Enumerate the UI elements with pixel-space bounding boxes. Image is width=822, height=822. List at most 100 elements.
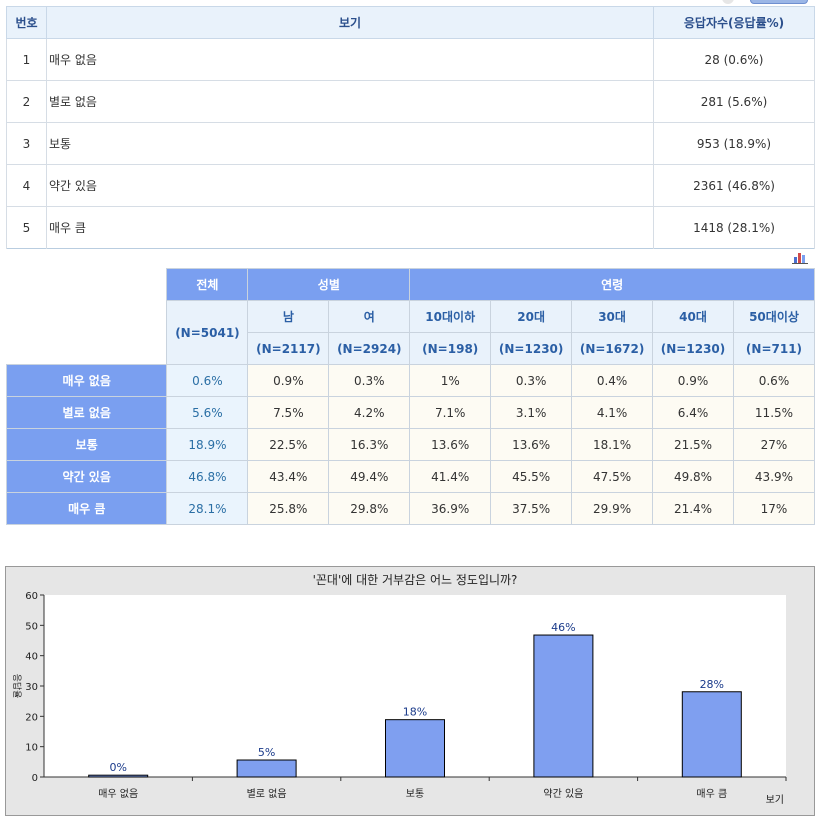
crosstab-cell: 45.5% [490, 460, 573, 493]
crosstab-cell: 25.8% [247, 492, 330, 525]
crosstab-row-label: 별로 없음 [5, 396, 168, 429]
crosstab-cell: 6.4% [652, 396, 734, 429]
crosstab-total-cell: 46.8% [166, 460, 249, 493]
bar-data-label: 18% [403, 706, 427, 719]
crosstab-cell: 41.4% [409, 460, 492, 493]
crosstab-total-cell: 28.1% [166, 492, 249, 525]
crosstab-row-label: 매우 큼 [5, 492, 168, 525]
crosstab-cell: 29.9% [571, 492, 654, 525]
crosstab-row-label: 약간 있음 [5, 460, 168, 493]
answer-row: 2 별로 없음 281 (5.6%) [6, 80, 815, 123]
y-tick-label: 20 [25, 712, 38, 723]
crosstab-cell: 1% [409, 364, 492, 397]
crosstab-cell: 47.5% [571, 460, 654, 493]
crosstab-cell: 49.4% [328, 460, 411, 493]
answer-no: 1 [6, 38, 47, 81]
age-col-label: 50대이상 [732, 300, 816, 333]
crosstab-cell: 0.3% [490, 364, 573, 397]
crosstab-row: 약간 있음 46.8% 43.4% 49.4% 41.4% 45.5% 47.5% 49.8%… [5, 460, 816, 493]
age-col-n: (N=1230) [490, 332, 573, 365]
y-tick-label: 40 [25, 652, 38, 663]
age-col-n: (N=1230) [652, 332, 734, 365]
gender-col-label: 여 [328, 300, 411, 333]
answers-table: 번호 보기 응답자수(응답률%) 1 매우 없음 28 (0.6%) 2 별로 … [6, 6, 815, 249]
answer-no: 3 [6, 122, 47, 165]
crosstab-total-cell: 18.9% [166, 428, 249, 461]
answer-no: 4 [6, 164, 47, 207]
answer-option: 매우 큼 [46, 206, 654, 249]
age-col-label: 20대 [490, 300, 573, 333]
col-header-no: 번호 [6, 6, 47, 39]
answer-option: 매우 없음 [46, 38, 654, 81]
crosstab-cell: 4.1% [571, 396, 654, 429]
y-tick-label: 30 [25, 682, 38, 693]
age-col-n: (N=711) [732, 332, 816, 365]
crosstab-row-label: 보통 [5, 428, 168, 461]
bar-data-label: 0% [109, 761, 126, 774]
crosstab-cell: 0.3% [328, 364, 411, 397]
bar-data-label: 46% [551, 621, 575, 634]
answer-row: 5 매우 큼 1418 (28.1%) [6, 206, 815, 249]
crosstab-cell: 27% [732, 428, 816, 461]
x-tick-label: 별로 없음 [247, 787, 287, 800]
y-tick-label: 10 [25, 743, 38, 754]
crosstab-cell: 13.6% [490, 428, 573, 461]
age-col-label: 30대 [571, 300, 654, 333]
crosstab-cell: 0.6% [732, 364, 816, 397]
crosstab-cell: 11.5% [732, 396, 816, 429]
crosstab-corner [6, 268, 167, 365]
crosstab-n-row: (N=2117) (N=2924) (N=198) (N=1230) (N=16… [7, 332, 816, 365]
gender-col-n: (N=2924) [328, 332, 411, 365]
bar [533, 634, 594, 778]
crosstab-cell: 0.4% [571, 364, 654, 397]
answer-no: 5 [6, 206, 47, 249]
crosstab-cell: 21.5% [652, 428, 734, 461]
answer-row: 4 약간 있음 2361 (46.8%) [6, 164, 815, 207]
crosstab-cell: 0.9% [652, 364, 734, 397]
crosstab-table: 전체 성별 연령 (N=5041) 남 여 10대이하 20대 30대 40대 … [5, 268, 816, 525]
answer-count: 2361 (46.8%) [653, 164, 815, 207]
total-header: 전체 [166, 268, 249, 301]
crosstab-cell: 7.1% [409, 396, 492, 429]
crosstab-subheader-row: (N=5041) 남 여 10대이하 20대 30대 40대 50대이상 [7, 300, 816, 365]
answer-row: 1 매우 없음 28 (0.6%) [6, 38, 815, 81]
answer-option: 약간 있음 [46, 164, 654, 207]
y-tick-label: 0 [32, 773, 38, 784]
crosstab-cell: 29.8% [328, 492, 411, 525]
crosstab-cell: 0.9% [247, 364, 330, 397]
answer-count: 28 (0.6%) [653, 38, 815, 81]
crosstab-cell: 21.4% [652, 492, 734, 525]
crosstab-cell: 43.4% [247, 460, 330, 493]
x-tick-label: 보통 [406, 788, 424, 800]
x-tick-label: 매우 없음 [98, 787, 138, 800]
answer-no: 2 [6, 80, 47, 123]
x-axis-label: 보기 [766, 794, 784, 806]
crosstab-row: 매우 큼 28.1% 25.8% 29.8% 36.9% 37.5% 29.9% 21.4% 1… [5, 492, 816, 525]
y-tick-label: 60 [25, 591, 38, 602]
gender-col-label: 남 [247, 300, 330, 333]
top-toolbar-circle [722, 0, 734, 4]
answer-count: 953 (18.9%) [653, 122, 815, 165]
crosstab-cell: 18.1% [571, 428, 654, 461]
crosstab-cell: 36.9% [409, 492, 492, 525]
top-toolbar-button[interactable] [750, 0, 808, 4]
crosstab-total-cell: 0.6% [166, 364, 249, 397]
crosstab-cell: 16.3% [328, 428, 411, 461]
bar [681, 691, 742, 778]
crosstab-cell: 17% [732, 492, 816, 525]
x-tick-label: 약간 있음 [543, 788, 583, 800]
crosstab-cell: 22.5% [247, 428, 330, 461]
col-header-count: 응답자수(응답률%) [653, 6, 815, 39]
age-col-label: 10대이하 [409, 300, 492, 333]
crosstab-cell: 3.1% [490, 396, 573, 429]
x-tick-label: 매우 큼 [696, 788, 727, 800]
gender-header: 성별 [247, 268, 411, 301]
y-axis-label: 응답율 [11, 674, 23, 699]
crosstab-total-cell: 5.6% [166, 396, 249, 429]
bar-chart-icon[interactable] [791, 250, 809, 264]
crosstab-row: 보통 18.9% 22.5% 16.3% 13.6% 13.6% 18.1% 21.5% 27% [5, 428, 816, 461]
col-header-option: 보기 [46, 6, 654, 39]
crosstab-row: 별로 없음 5.6% 7.5% 4.2% 7.1% 3.1% 4.1% 6.4% 11.5% [5, 396, 816, 429]
crosstab-cell: 37.5% [490, 492, 573, 525]
gender-col-n: (N=2117) [247, 332, 330, 365]
